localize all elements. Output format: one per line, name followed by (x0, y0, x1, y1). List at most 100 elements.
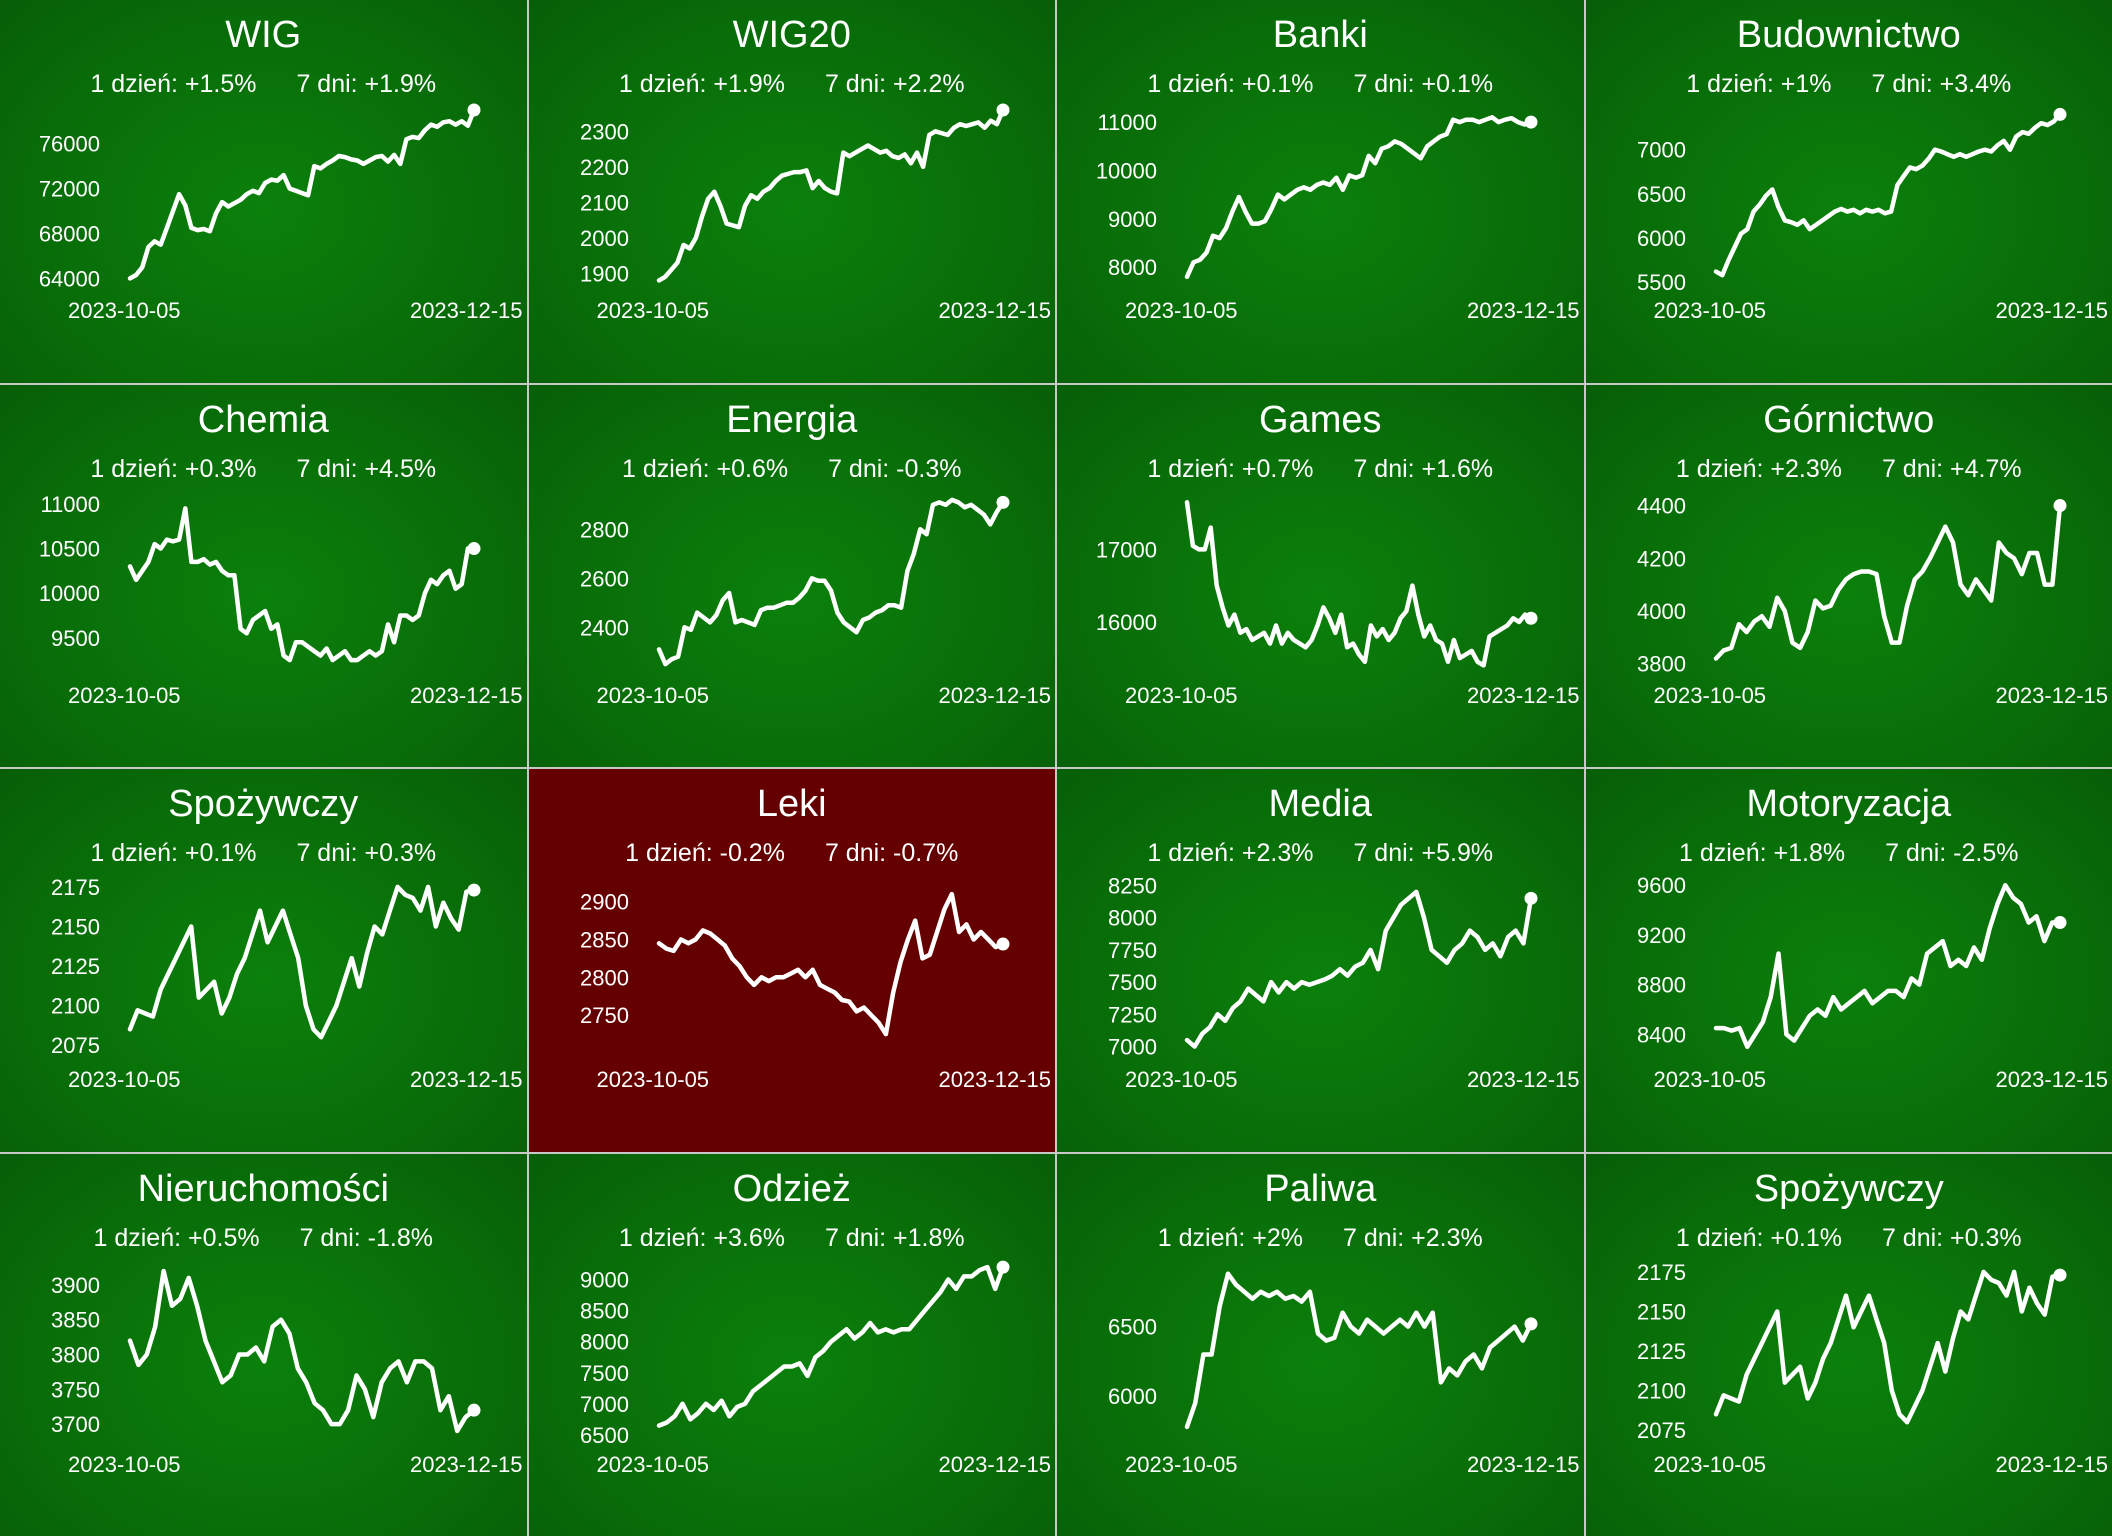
y-tick-label: 10000 (39, 581, 100, 606)
change-stats: 1 dzień: +0.1% 7 dni: +0.3% (0, 839, 527, 868)
line-chart: 6500 7000 7500 8000 8500 9000 (580, 1260, 1009, 1447)
y-tick-label: 2075 (1637, 1418, 1686, 1443)
line-chart: 2075 2100 2125 2150 2175 (1637, 1259, 2066, 1443)
y-tick-label: 2100 (580, 190, 629, 215)
y-tick-label: 64000 (39, 266, 100, 291)
y-tick-label: 10500 (39, 536, 100, 561)
chart-panel: Spożywczy 1 dzień: +0.1% 7 dni: +0.3% 2075 2… (0, 769, 527, 1152)
x-end-label: 2023-12-15 (409, 1067, 523, 1092)
change-stats: 1 dzień: +0.1% 7 dni: +0.3% (1586, 1224, 2112, 1253)
line-chart: 2750 2800 2850 2900 (580, 890, 1009, 1037)
y-tick-label: 8400 (1637, 1022, 1686, 1047)
last-value-marker (2053, 916, 2066, 929)
y-tick-label: 7750 (1108, 938, 1157, 963)
change-stats: 1 dzień: -0.2% 7 dni: -0.7% (529, 839, 1056, 868)
y-tick-label: 2100 (1637, 1378, 1686, 1403)
change-stats: 1 dzień: +3.6% 7 dni: +1.8% (529, 1224, 1056, 1253)
y-tick-label: 3750 (51, 1377, 100, 1402)
x-start-label: 2023-10-05 (596, 298, 710, 323)
x-start-label: 2023-10-05 (1653, 1067, 1767, 1092)
chart-panel: WIG20 1 dzień: +1.9% 7 dni: +2.2% 1900 2000 2… (528, 0, 1056, 383)
chart-title: Energia (726, 398, 858, 441)
chart-panel: Energia 1 dzień: +0.6% 7 dni: -0.3% 2400 260… (528, 384, 1056, 767)
chart-panel: Media 1 dzień: +2.3% 7 dni: +5.9% 7000 7250 7… (1057, 769, 1584, 1152)
y-tick-label: 3900 (51, 1272, 100, 1297)
y-tick-label: 6500 (1637, 182, 1686, 207)
series-line (656, 497, 1005, 666)
y-tick-label: 6000 (1637, 226, 1686, 251)
change-stats: 1 dzień: +0.6% 7 dni: -0.3% (529, 455, 1056, 484)
series-line (1184, 499, 1534, 668)
line-chart: 3800 4000 4200 4400 (1637, 493, 2066, 676)
chart-title: Leki (756, 783, 827, 825)
last-value-marker (1524, 115, 1538, 129)
x-end-label: 2023-12-15 (1995, 1067, 2108, 1092)
y-tick-label: 2600 (580, 566, 629, 591)
x-start-label: 2023-10-05 (596, 1067, 710, 1092)
y-tick-label: 3700 (51, 1412, 100, 1437)
last-value-marker (996, 103, 1009, 117)
y-tick-label: 2850 (580, 928, 629, 953)
y-tick-label: 11000 (40, 491, 100, 516)
last-value-marker (467, 103, 481, 117)
y-tick-label: 2800 (580, 517, 629, 542)
y-tick-label: 9000 (1108, 207, 1157, 232)
chart-title: Spożywczy (1753, 1167, 1944, 1210)
x-start-label: 2023-10-05 (1125, 1451, 1238, 1477)
last-value-marker (2053, 498, 2066, 512)
y-tick-label: 4400 (1637, 493, 1686, 518)
chart-title: Motoryzacja (1746, 783, 1952, 825)
y-tick-label: 4000 (1637, 599, 1686, 624)
last-value-marker (996, 495, 1009, 509)
day-change-label: 1 dzień: +2.3% (1147, 839, 1314, 867)
y-tick-label: 9000 (580, 1267, 629, 1292)
x-start-label: 2023-10-05 (68, 1067, 181, 1092)
day-change-label: 1 dzień: +2.3% (1675, 454, 1842, 483)
x-start-label: 2023-10-05 (68, 1451, 181, 1477)
y-tick-label: 3800 (51, 1342, 100, 1367)
y-tick-label: 8000 (580, 1329, 629, 1354)
series-line (1184, 1270, 1534, 1429)
change-stats: 1 dzień: +1.9% 7 dni: +2.2% (529, 70, 1056, 99)
series-line (1713, 882, 2062, 1050)
chart-title: WIG20 (732, 14, 851, 56)
x-end-label: 2023-12-15 (1466, 1451, 1580, 1477)
x-end-label: 2023-12-15 (409, 298, 523, 323)
chart-title: Spożywczy (168, 783, 359, 825)
series-line (127, 107, 477, 281)
line-chart: 5500 6000 6500 7000 (1637, 107, 2066, 295)
chart-title: Górnictwo (1763, 398, 1935, 441)
x-start-label: 2023-10-05 (68, 298, 181, 323)
week-change-label: 7 dni: +5.9% (1353, 839, 1494, 867)
y-tick-label: 5500 (1637, 270, 1686, 295)
chart-panel: Odzież 1 dzień: +3.6% 7 dni: +1.8% 6500 7000… (528, 1153, 1056, 1536)
y-tick-label: 7000 (580, 1391, 629, 1416)
x-start-label: 2023-10-05 (1125, 1067, 1238, 1092)
y-tick-label: 2150 (1637, 1299, 1686, 1324)
day-change-label: 1 dzień: +1% (1686, 70, 1832, 98)
chart-panel: WIG 1 dzień: +1.5% 7 dni: +1.9% 64000 68000 7… (0, 0, 527, 383)
week-change-label: 7 dni: +3.4% (1871, 70, 2012, 98)
y-tick-label: 2175 (1637, 1259, 1686, 1284)
x-start-label: 2023-10-05 (596, 1451, 710, 1477)
x-end-label: 2023-12-15 (938, 1451, 1051, 1477)
last-value-marker (2053, 1268, 2066, 1282)
x-end-label: 2023-12-15 (1466, 682, 1580, 708)
y-tick-label: 17000 (1096, 537, 1157, 562)
chart-title: Nieruchomości (137, 1167, 389, 1210)
y-tick-label: 3800 (1637, 651, 1686, 676)
y-tick-label: 2100 (51, 994, 100, 1019)
last-value-marker (467, 883, 481, 897)
line-chart: 64000 68000 72000 76000 (39, 103, 481, 291)
last-value-marker (467, 541, 481, 555)
x-end-label: 2023-12-15 (409, 1451, 523, 1477)
chart-panel: Spożywczy 1 dzień: +0.1% 7 dni: +0.3% 2075 2… (1585, 1153, 2112, 1536)
line-chart: 7000 7250 7500 7750 8000 8250 (1108, 873, 1538, 1060)
y-tick-label: 6500 (580, 1422, 629, 1447)
line-chart: 8000 9000 10000 11000 (1096, 110, 1538, 280)
x-start-label: 2023-10-05 (1125, 298, 1238, 323)
chart-panel: Budownictwo 1 dzień: +1% 7 dni: +3.4% 5500 6… (1585, 0, 2112, 383)
y-tick-label: 16000 (1096, 609, 1157, 634)
week-change-label: 7 dni: +0.3% (1881, 1223, 2022, 1252)
day-change-label: 1 dzień: +2% (1157, 1223, 1304, 1252)
